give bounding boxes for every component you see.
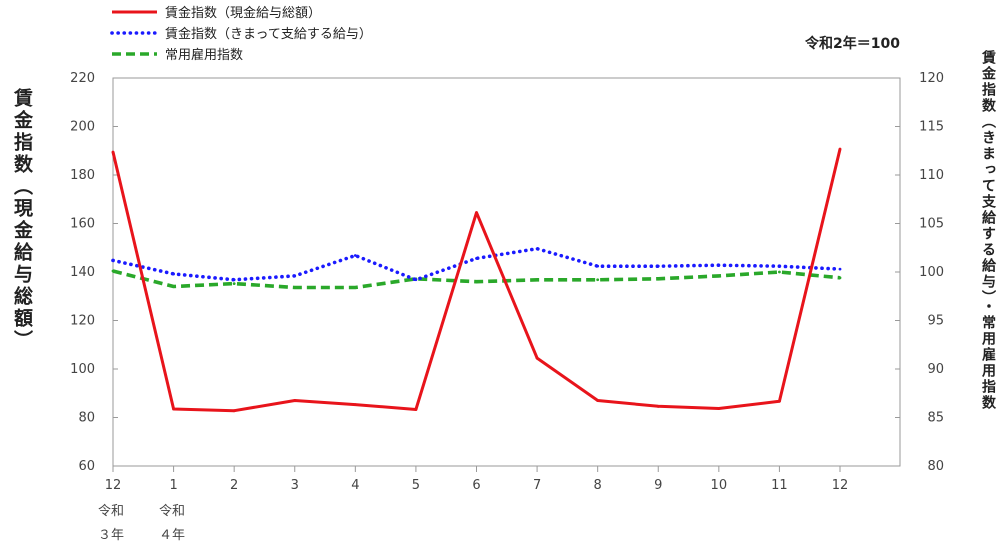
x-tick-label: 11 — [771, 478, 788, 493]
left-tick-label: 200 — [70, 120, 95, 135]
data-point — [778, 264, 781, 268]
legend-label: 賃金指数（現金給与総額） — [165, 5, 321, 21]
x-tick-label: 3 — [291, 478, 299, 493]
left-tick-label: 60 — [78, 459, 95, 474]
data-point — [475, 257, 478, 260]
right-axis-label: 賃金指数（きまって支給する給与）・常用雇用指数 — [980, 50, 996, 411]
left-tick-label: 100 — [70, 362, 95, 377]
data-point — [535, 247, 539, 251]
era-label-line: 令和 — [98, 504, 125, 519]
data-point — [232, 409, 236, 413]
x-tick-label: 2 — [230, 478, 238, 493]
series-layer — [111, 147, 842, 413]
data-point — [535, 278, 539, 282]
legend-label: 賃金指数（きまって支給する給与） — [165, 26, 372, 42]
data-point — [778, 399, 781, 403]
era-label-line: ３年 — [98, 528, 125, 543]
right-tick-label: 115 — [919, 120, 944, 135]
data-point — [535, 356, 539, 360]
x-tick-label: 8 — [594, 478, 602, 493]
x-tick-label: 12 — [832, 478, 849, 493]
data-point — [353, 254, 357, 257]
legend-label: 常用雇用指数 — [165, 47, 243, 63]
x-tick-label: 10 — [711, 478, 728, 493]
data-point — [111, 150, 115, 154]
data-point — [353, 403, 357, 407]
x-axis: 12 1 2 3 4 5 6 7 8 9 10 11 12 — [105, 466, 849, 493]
right-tick-label: 95 — [927, 314, 944, 329]
data-point — [656, 404, 660, 408]
x-tick-label: 4 — [351, 478, 359, 493]
right-tick-label: 105 — [919, 217, 944, 232]
data-point — [656, 264, 660, 268]
data-point — [656, 277, 660, 281]
era-label-reiwa3: 令和 ３年 — [98, 500, 124, 548]
x-tick-label: 12 — [105, 478, 122, 493]
left-tick-label: 180 — [70, 168, 95, 183]
era-label-line: ４年 — [159, 528, 186, 543]
data-point — [838, 267, 842, 271]
x-tick-label: 5 — [412, 478, 420, 493]
data-point — [475, 280, 478, 284]
data-point — [293, 286, 297, 289]
data-point — [353, 286, 357, 289]
right-tick-label: 85 — [927, 411, 944, 426]
right-tick-label: 80 — [927, 459, 944, 474]
left-tick-label: 120 — [70, 314, 95, 329]
right-tick-label: 100 — [919, 265, 944, 280]
left-tick-label: 80 — [78, 411, 95, 426]
data-point — [172, 407, 175, 411]
data-point — [778, 270, 781, 274]
data-point — [111, 269, 115, 273]
data-point — [172, 272, 175, 276]
right-tick-label: 120 — [919, 71, 944, 86]
data-point — [475, 211, 478, 214]
data-point — [293, 399, 297, 402]
era-label-reiwa4: 令和 ４年 — [159, 500, 185, 548]
data-point — [232, 282, 236, 286]
data-point — [838, 147, 842, 151]
data-point — [232, 278, 236, 282]
data-point — [717, 407, 721, 410]
data-point — [838, 276, 842, 280]
x-tick-label: 7 — [533, 478, 541, 493]
data-point — [414, 278, 418, 282]
data-point — [596, 399, 600, 402]
data-point — [596, 278, 600, 282]
right-tick-label: 90 — [927, 362, 944, 377]
data-point — [717, 274, 721, 278]
x-tick-label: 1 — [169, 478, 177, 493]
era-label-line: 令和 — [159, 504, 186, 519]
legend: 賃金指数（現金給与総額） 賃金指数（きまって支給する給与） 常用雇用指数 — [110, 5, 372, 63]
data-point — [596, 264, 600, 268]
left-tick-label: 220 — [70, 71, 95, 86]
data-point — [293, 274, 297, 278]
data-point — [717, 263, 721, 267]
left-axis-label: 賃金指数（現金給与総額） — [11, 88, 33, 352]
left-tick-label: 160 — [70, 217, 95, 232]
right-axis: 80 85 90 95 100 105 110 115 120 — [895, 71, 944, 474]
left-tick-label: 140 — [70, 265, 95, 280]
base-year-note: 令和2年＝100 — [804, 35, 900, 52]
right-tick-label: 110 — [919, 168, 944, 183]
data-point — [111, 258, 115, 262]
x-tick-label: 9 — [654, 478, 662, 493]
data-point — [172, 285, 175, 288]
data-point — [414, 408, 418, 411]
x-tick-label: 6 — [472, 478, 480, 493]
left-axis: 60 80 100 120 140 160 180 200 220 — [70, 71, 118, 474]
